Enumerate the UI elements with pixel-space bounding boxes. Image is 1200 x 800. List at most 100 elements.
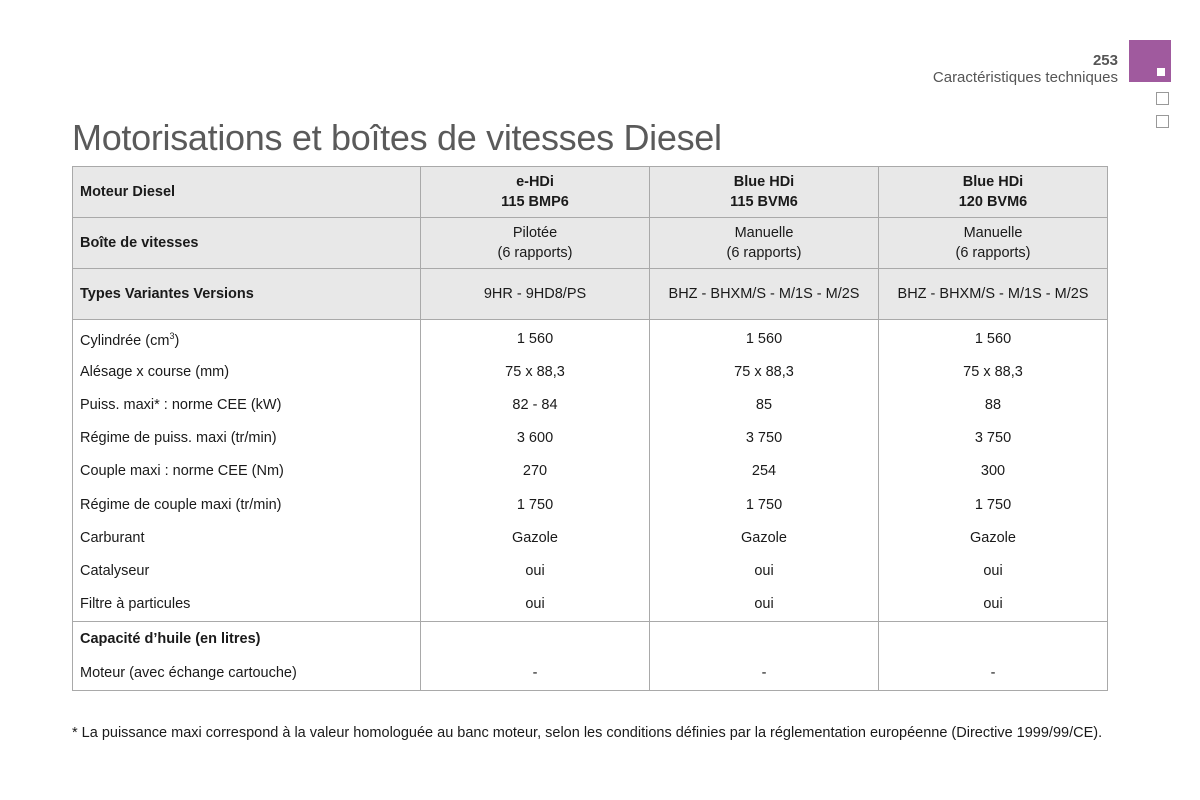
table-header-row: Types Variantes Versions 9HR - 9HD8/PS BHZ… xyxy=(72,268,1108,320)
value-cell: Gazole xyxy=(420,521,650,555)
table-row: Alésage x course (mm) 75 x 88,3 75 x 88,3 7… xyxy=(72,355,1108,389)
value-cell: oui xyxy=(649,587,879,622)
empty-cell xyxy=(649,620,879,656)
value-cell: 3 750 xyxy=(878,421,1108,455)
header-cell-line: Blue HDi xyxy=(962,174,1024,190)
value-cell: - xyxy=(649,655,879,691)
table-header-row: Moteur Diesel e-HDi 115 BMP6 Blue HDi 115 BV… xyxy=(72,166,1108,218)
value-cell: oui xyxy=(878,587,1108,622)
row-label: Couple maxi : norme CEE (Nm) xyxy=(72,454,421,488)
section-label: Caractéristiques techniques xyxy=(932,69,1118,86)
spec-table: Moteur Diesel e-HDi 115 BMP6 Blue HDi 115 BV… xyxy=(72,166,1108,691)
value-cell: oui xyxy=(420,554,650,588)
value-cell: 270 xyxy=(420,454,650,488)
row-label-text: Couple maxi : norme CEE (Nm) xyxy=(80,463,284,480)
row-label: Boîte de vitesses xyxy=(72,217,421,269)
value-cell: 1 560 xyxy=(649,319,879,356)
row-label-text: Carburant xyxy=(80,529,145,546)
header-cell-line: 9HR - 9HD8/PS xyxy=(483,286,587,302)
header-cell-line: BHZ - BHXM/S - M/1S - M/2S xyxy=(668,286,860,302)
table-row: Puiss. maxi* : norme CEE (kW) 82 - 84 85 88 xyxy=(72,388,1108,422)
row-label: Moteur Diesel xyxy=(72,166,421,218)
value-cell: 85 xyxy=(649,388,879,422)
header-cell: Blue HDi 120 BVM6 xyxy=(878,166,1108,218)
header-cell-line: 120 BVM6 xyxy=(958,194,1028,210)
page-title: Motorisations et boîtes de vitesses Dies… xyxy=(72,117,722,158)
value-cell: 3 750 xyxy=(649,421,879,455)
value-cell: Gazole xyxy=(878,521,1108,555)
table-row: Couple maxi : norme CEE (Nm) 270 254 300 xyxy=(72,454,1108,488)
row-label: Capacité d’huile (en litres) xyxy=(72,620,421,656)
footnote: * La puissance maxi correspond à la vale… xyxy=(72,725,1103,741)
table-header-row: Boîte de vitesses Pilotée (6 rapports) Manu… xyxy=(72,217,1108,269)
value-cell: 3 600 xyxy=(420,421,650,455)
row-label: Régime de puiss. maxi (tr/min) xyxy=(72,421,421,455)
row-label-end: ) xyxy=(174,333,180,349)
row-label: Filtre à particules xyxy=(72,587,421,622)
row-label: Catalyseur xyxy=(72,554,421,588)
table-row: Catalyseur oui oui oui xyxy=(72,554,1108,588)
header-cell-line: Pilotée xyxy=(512,225,558,241)
header-cell-line: Manuelle xyxy=(734,225,794,241)
tab-box-empty xyxy=(1156,92,1169,105)
header-cell-line: 115 BVM6 xyxy=(730,194,798,210)
value-cell: oui xyxy=(649,554,879,588)
value-cell: oui xyxy=(878,554,1108,588)
header-cell: BHZ - BHXM/S - M/1S - M/2S xyxy=(878,268,1108,320)
row-label-text: Puiss. maxi* : norme CEE (kW) xyxy=(80,396,282,413)
table-row: Régime de couple maxi (tr/min) 1 750 1 750… xyxy=(72,487,1108,522)
header-cell-line: Blue HDi xyxy=(733,174,795,190)
row-label-text: Régime de couple maxi (tr/min) xyxy=(80,496,282,513)
value-cell: 254 xyxy=(649,454,879,488)
table-row: Moteur (avec échange cartouche) - - - xyxy=(72,655,1108,691)
header-cell: 9HR - 9HD8/PS xyxy=(420,268,650,320)
row-label-sup: 3 xyxy=(169,331,175,342)
value-cell: 1 560 xyxy=(420,319,650,356)
header-cell: Manuelle (6 rapports) xyxy=(649,217,879,269)
value-cell: - xyxy=(878,655,1108,691)
row-label: Puiss. maxi* : norme CEE (kW) xyxy=(72,388,421,422)
row-label: Moteur (avec échange cartouche) xyxy=(72,655,421,691)
value-cell: oui xyxy=(420,587,650,622)
row-label-text: Filtre à particules xyxy=(80,596,191,613)
header-cell: BHZ - BHXM/S - M/1S - M/2S xyxy=(649,268,879,320)
empty-cell xyxy=(420,620,650,656)
value-cell: Gazole xyxy=(649,521,879,555)
row-label: Cylindrée (cm3) xyxy=(72,319,421,356)
header-cell-line: (6 rapports) xyxy=(726,245,802,261)
section-tab-marker xyxy=(1129,40,1171,82)
header-cell-line: BHZ - BHXM/S - M/1S - M/2S xyxy=(897,286,1089,302)
header-cell-line: 115 BMP6 xyxy=(501,194,569,210)
value-cell: 1 750 xyxy=(878,487,1108,522)
value-cell: 1 750 xyxy=(649,487,879,522)
row-label: Régime de couple maxi (tr/min) xyxy=(72,487,421,522)
table-row: Régime de puiss. maxi (tr/min) 3 600 3 750… xyxy=(72,421,1108,455)
header-cell: Pilotée (6 rapports) xyxy=(420,217,650,269)
oil-section-header: Capacité d’huile (en litres) xyxy=(72,620,1108,656)
row-label-text: Régime de puiss. maxi (tr/min) xyxy=(80,430,277,447)
header-cell-line: (6 rapports) xyxy=(497,245,573,261)
table-row: Carburant Gazole Gazole Gazole xyxy=(72,521,1108,555)
value-cell: 75 x 88,3 xyxy=(649,355,879,389)
header-cell-line: Manuelle xyxy=(963,225,1023,241)
row-label: Alésage x course (mm) xyxy=(72,355,421,389)
value-cell: - xyxy=(420,655,650,691)
header-cell-line: (6 rapports) xyxy=(955,245,1031,261)
header-cell: Manuelle (6 rapports) xyxy=(878,217,1108,269)
value-cell: 75 x 88,3 xyxy=(420,355,650,389)
row-label: Types Variantes Versions xyxy=(72,268,421,320)
value-cell: 75 x 88,3 xyxy=(878,355,1108,389)
header-cell-line: e-HDi xyxy=(516,174,554,190)
row-label-text: Catalyseur xyxy=(80,562,150,579)
value-cell: 1 560 xyxy=(878,319,1108,356)
value-cell: 82 - 84 xyxy=(420,388,650,422)
table-row: Cylindrée (cm3) 1 560 1 560 1 560 xyxy=(72,319,1108,356)
tab-box-empty xyxy=(1156,115,1169,128)
empty-cell xyxy=(878,620,1108,656)
row-label: Carburant xyxy=(72,521,421,555)
table-row: Filtre à particules oui oui oui xyxy=(72,587,1108,622)
value-cell: 300 xyxy=(878,454,1108,488)
value-cell: 1 750 xyxy=(420,487,650,522)
row-label-text: Cylindrée (cm xyxy=(80,333,170,349)
page-number: 253 xyxy=(1092,52,1118,69)
